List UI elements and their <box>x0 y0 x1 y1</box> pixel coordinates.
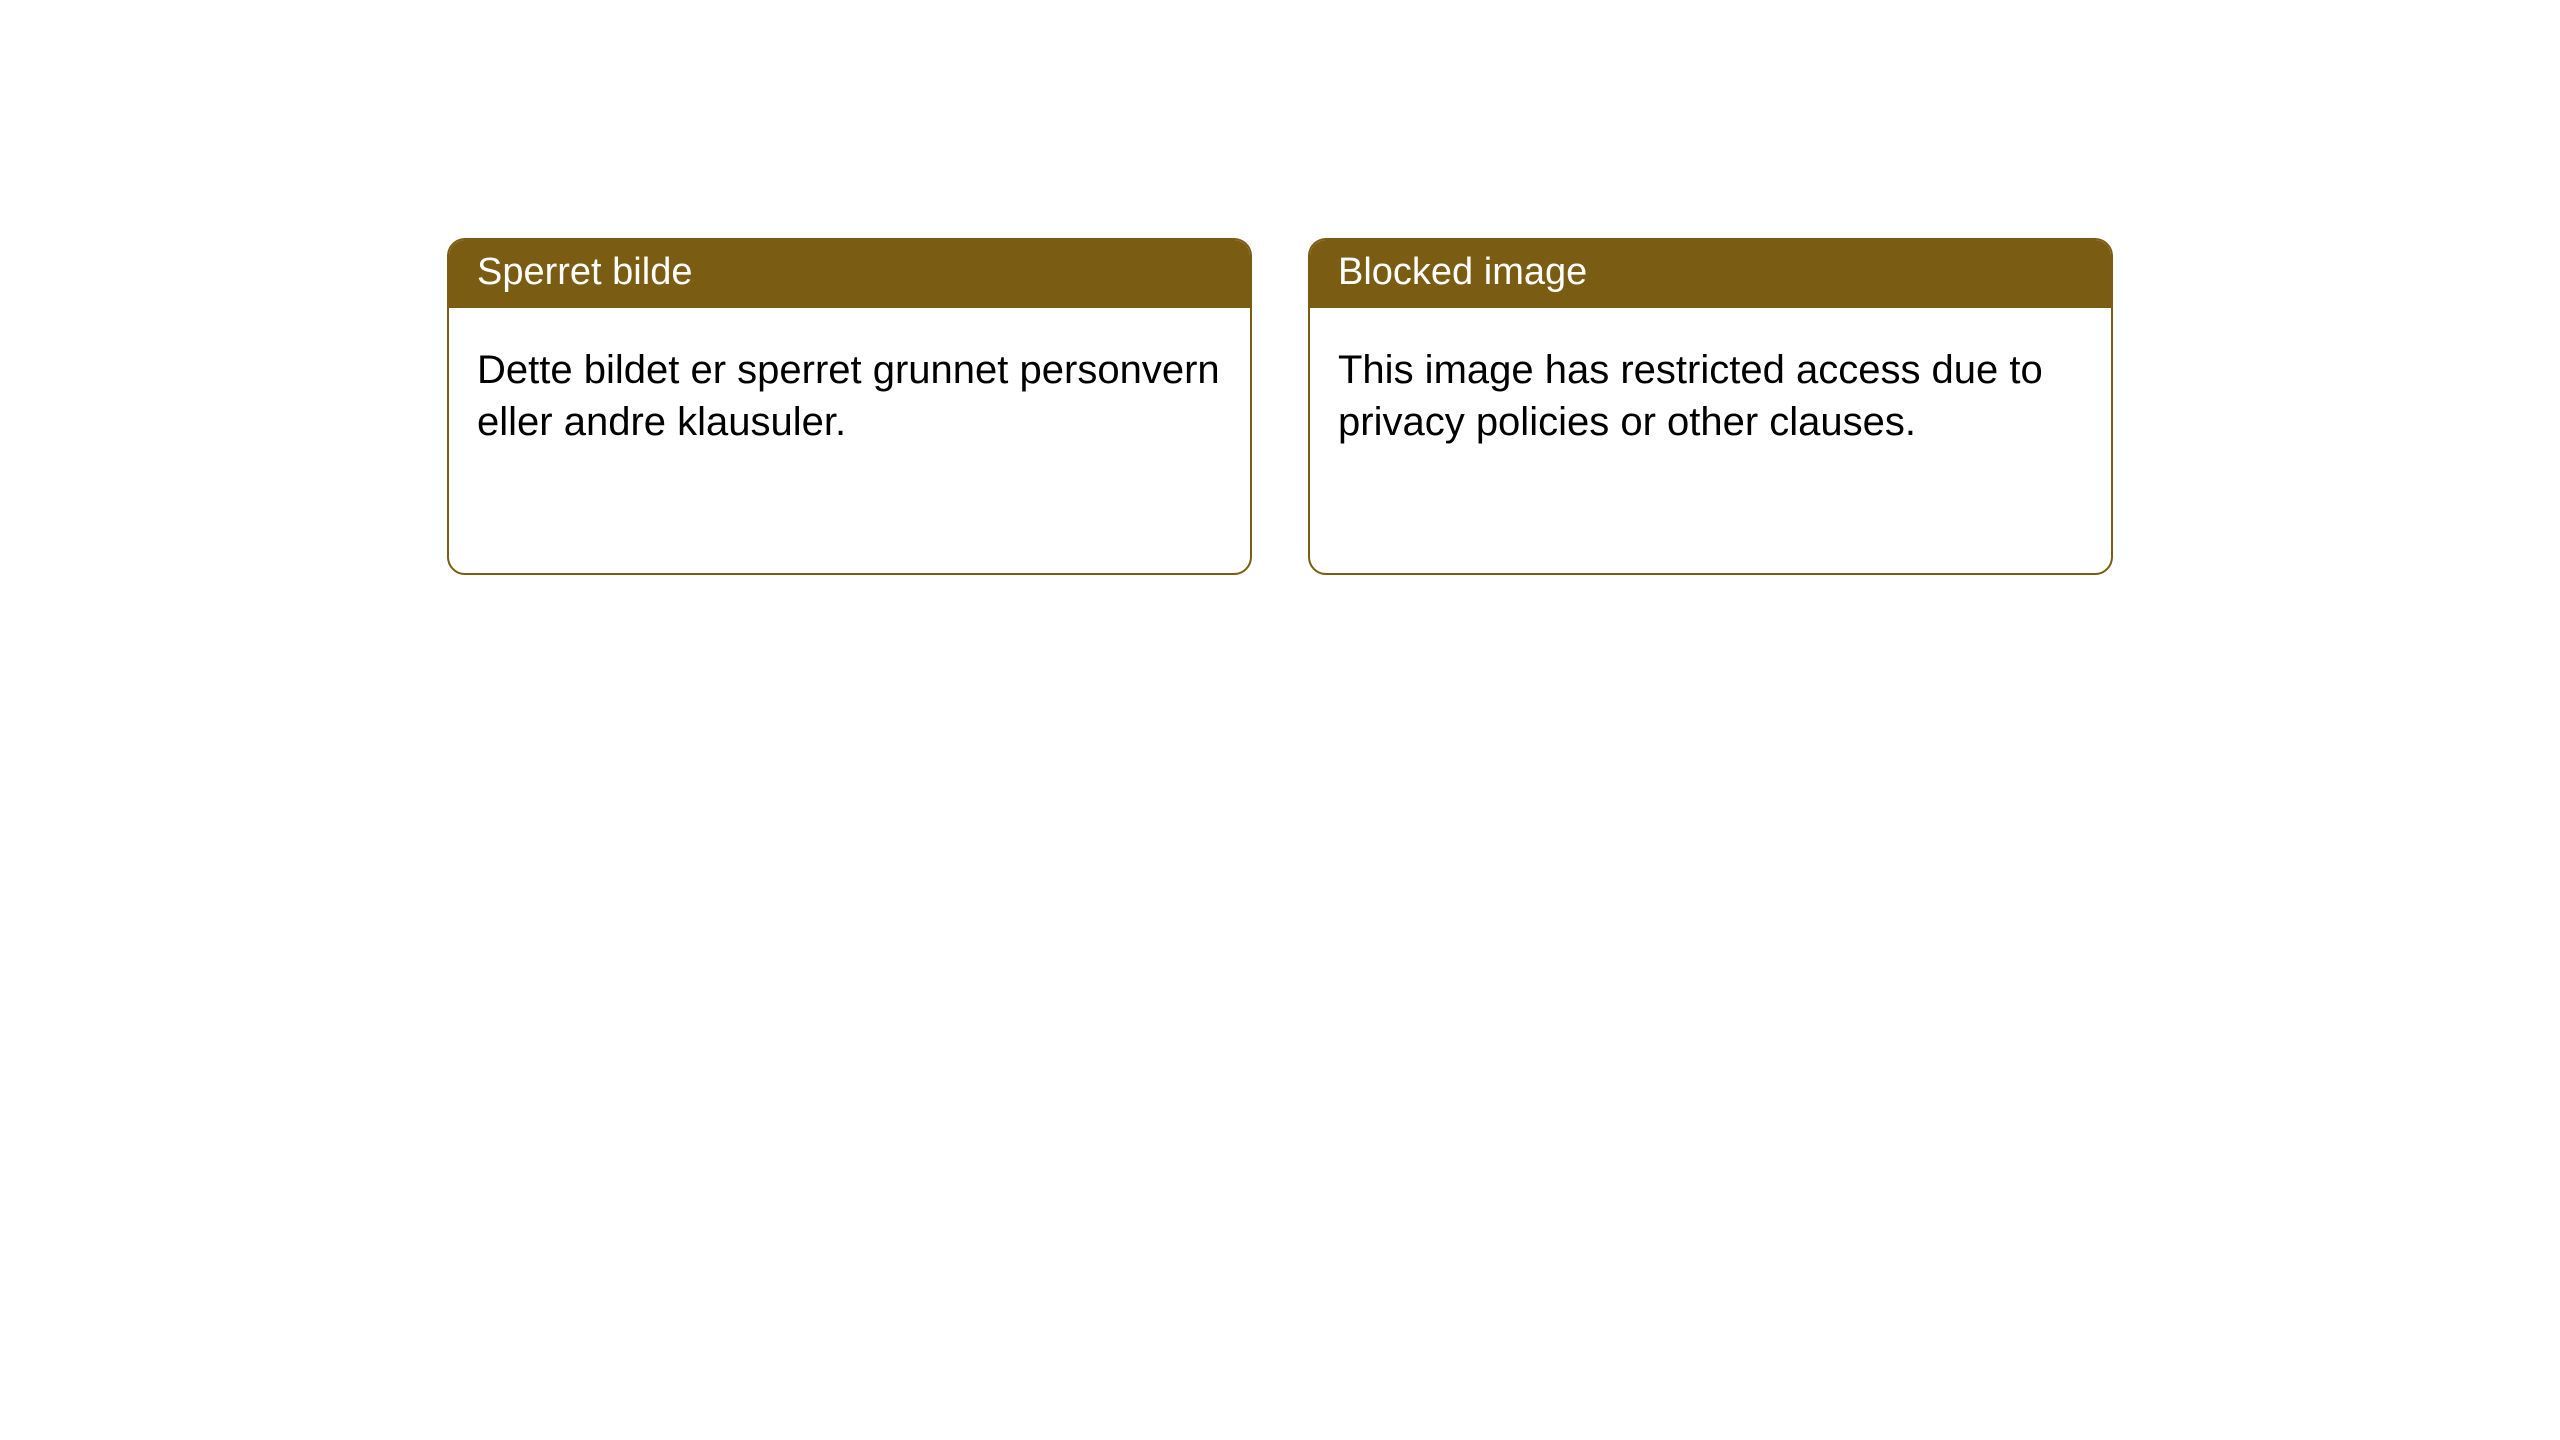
card-title: Sperret bilde <box>449 240 1250 308</box>
card-title: Blocked image <box>1310 240 2111 308</box>
blocked-image-card-no: Sperret bilde Dette bildet er sperret gr… <box>447 238 1252 575</box>
blocked-image-card-en: Blocked image This image has restricted … <box>1308 238 2113 575</box>
notice-cards-container: Sperret bilde Dette bildet er sperret gr… <box>0 0 2560 575</box>
card-body-text: This image has restricted access due to … <box>1310 308 2111 478</box>
card-body-text: Dette bildet er sperret grunnet personve… <box>449 308 1250 478</box>
